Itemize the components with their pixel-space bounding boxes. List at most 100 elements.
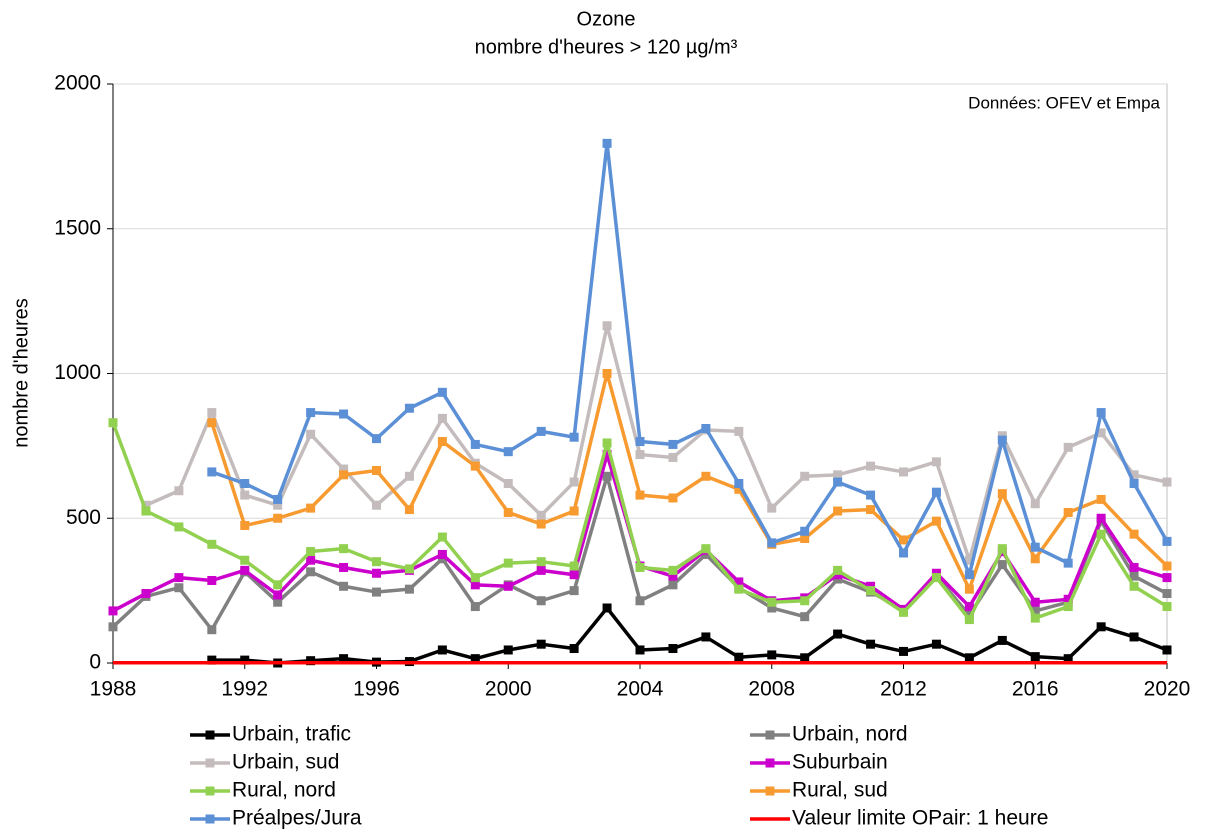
data-point bbox=[767, 650, 777, 660]
data-point bbox=[240, 490, 250, 500]
data-point bbox=[207, 539, 217, 549]
data-point bbox=[701, 544, 711, 554]
data-point bbox=[1129, 479, 1139, 489]
data-point bbox=[536, 565, 546, 575]
data-point bbox=[1030, 613, 1040, 623]
data-point bbox=[964, 615, 974, 625]
data-point bbox=[899, 607, 908, 617]
data-point bbox=[174, 522, 184, 532]
legend-marker bbox=[205, 730, 215, 740]
data-point bbox=[470, 580, 480, 590]
data-point bbox=[372, 557, 381, 567]
data-point bbox=[404, 564, 414, 574]
data-point bbox=[602, 321, 612, 331]
x-tick-label: 2016 bbox=[1012, 678, 1059, 701]
data-point bbox=[1129, 632, 1139, 642]
data-point bbox=[1063, 594, 1073, 604]
data-point bbox=[833, 470, 843, 480]
data-point bbox=[1063, 558, 1073, 568]
data-point bbox=[372, 587, 381, 597]
data-point bbox=[800, 653, 810, 663]
data-point bbox=[1096, 529, 1106, 539]
data-point bbox=[339, 470, 349, 480]
data-point bbox=[273, 513, 283, 523]
legend-label: Valeur limite OPair: 1 heure bbox=[792, 807, 1048, 830]
data-point bbox=[1030, 606, 1040, 616]
data-point bbox=[240, 555, 250, 565]
data-point bbox=[800, 471, 810, 481]
data-point bbox=[437, 387, 447, 397]
data-point bbox=[734, 479, 744, 489]
chart-title: Ozone bbox=[577, 8, 636, 30]
data-point bbox=[306, 429, 316, 439]
x-tick-label: 2004 bbox=[617, 678, 664, 701]
data-point bbox=[503, 558, 513, 568]
data-point bbox=[306, 656, 316, 666]
series-line bbox=[211, 606, 1168, 665]
data-point bbox=[536, 426, 546, 436]
data-point bbox=[668, 493, 678, 503]
data-point bbox=[899, 548, 908, 558]
legend-marker bbox=[205, 786, 215, 796]
data-point bbox=[437, 645, 447, 655]
data-point bbox=[536, 519, 546, 529]
data-point bbox=[734, 584, 744, 594]
data-point bbox=[931, 639, 941, 649]
data-point bbox=[536, 596, 546, 606]
series-line bbox=[210, 371, 1169, 591]
data-point bbox=[569, 570, 579, 580]
data-point bbox=[635, 437, 645, 447]
annotation: Données: OFEV et Empa bbox=[968, 93, 1160, 112]
data-point bbox=[569, 586, 579, 596]
data-point bbox=[503, 645, 513, 655]
data-point bbox=[569, 506, 579, 516]
data-point bbox=[1129, 470, 1139, 480]
data-point bbox=[503, 507, 513, 517]
y-tick-label: 2000 bbox=[54, 72, 101, 95]
x-tick-label: 2020 bbox=[1144, 678, 1191, 701]
data-point bbox=[372, 568, 381, 578]
data-point bbox=[306, 555, 316, 565]
data-point bbox=[602, 603, 612, 613]
data-point bbox=[931, 573, 941, 583]
data-point bbox=[404, 471, 414, 481]
data-point bbox=[536, 639, 546, 649]
x-tick-label: 2008 bbox=[748, 678, 795, 701]
data-point bbox=[668, 580, 678, 590]
data-point bbox=[1129, 581, 1139, 591]
data-point bbox=[372, 500, 381, 510]
data-point bbox=[207, 418, 217, 428]
data-point bbox=[800, 534, 810, 544]
data-point bbox=[899, 535, 908, 545]
data-point bbox=[1162, 477, 1172, 487]
data-point bbox=[437, 532, 447, 542]
data-point bbox=[174, 573, 184, 583]
data-point bbox=[734, 652, 744, 662]
data-point bbox=[141, 500, 151, 510]
data-point bbox=[1162, 573, 1172, 583]
data-point bbox=[866, 639, 876, 649]
legend-label: Urbain, nord bbox=[792, 723, 908, 746]
data-point bbox=[1162, 589, 1172, 599]
data-point bbox=[833, 565, 843, 575]
x-tick-label: 1988 bbox=[90, 678, 137, 701]
data-point bbox=[569, 477, 579, 487]
data-point bbox=[339, 562, 349, 572]
data-point bbox=[866, 490, 876, 500]
data-point bbox=[569, 644, 579, 654]
data-point bbox=[1063, 654, 1073, 664]
data-point bbox=[767, 503, 777, 513]
data-point bbox=[306, 567, 316, 577]
data-point bbox=[866, 461, 876, 471]
data-point bbox=[899, 467, 908, 477]
data-point bbox=[1063, 602, 1073, 612]
data-point bbox=[602, 471, 612, 481]
data-point bbox=[240, 565, 250, 575]
data-point bbox=[1129, 529, 1139, 539]
data-point bbox=[899, 646, 908, 656]
legend-marker bbox=[765, 730, 775, 740]
data-point bbox=[339, 654, 349, 664]
data-point bbox=[470, 654, 480, 664]
y-axis-label: nombre d'heures bbox=[10, 298, 32, 447]
